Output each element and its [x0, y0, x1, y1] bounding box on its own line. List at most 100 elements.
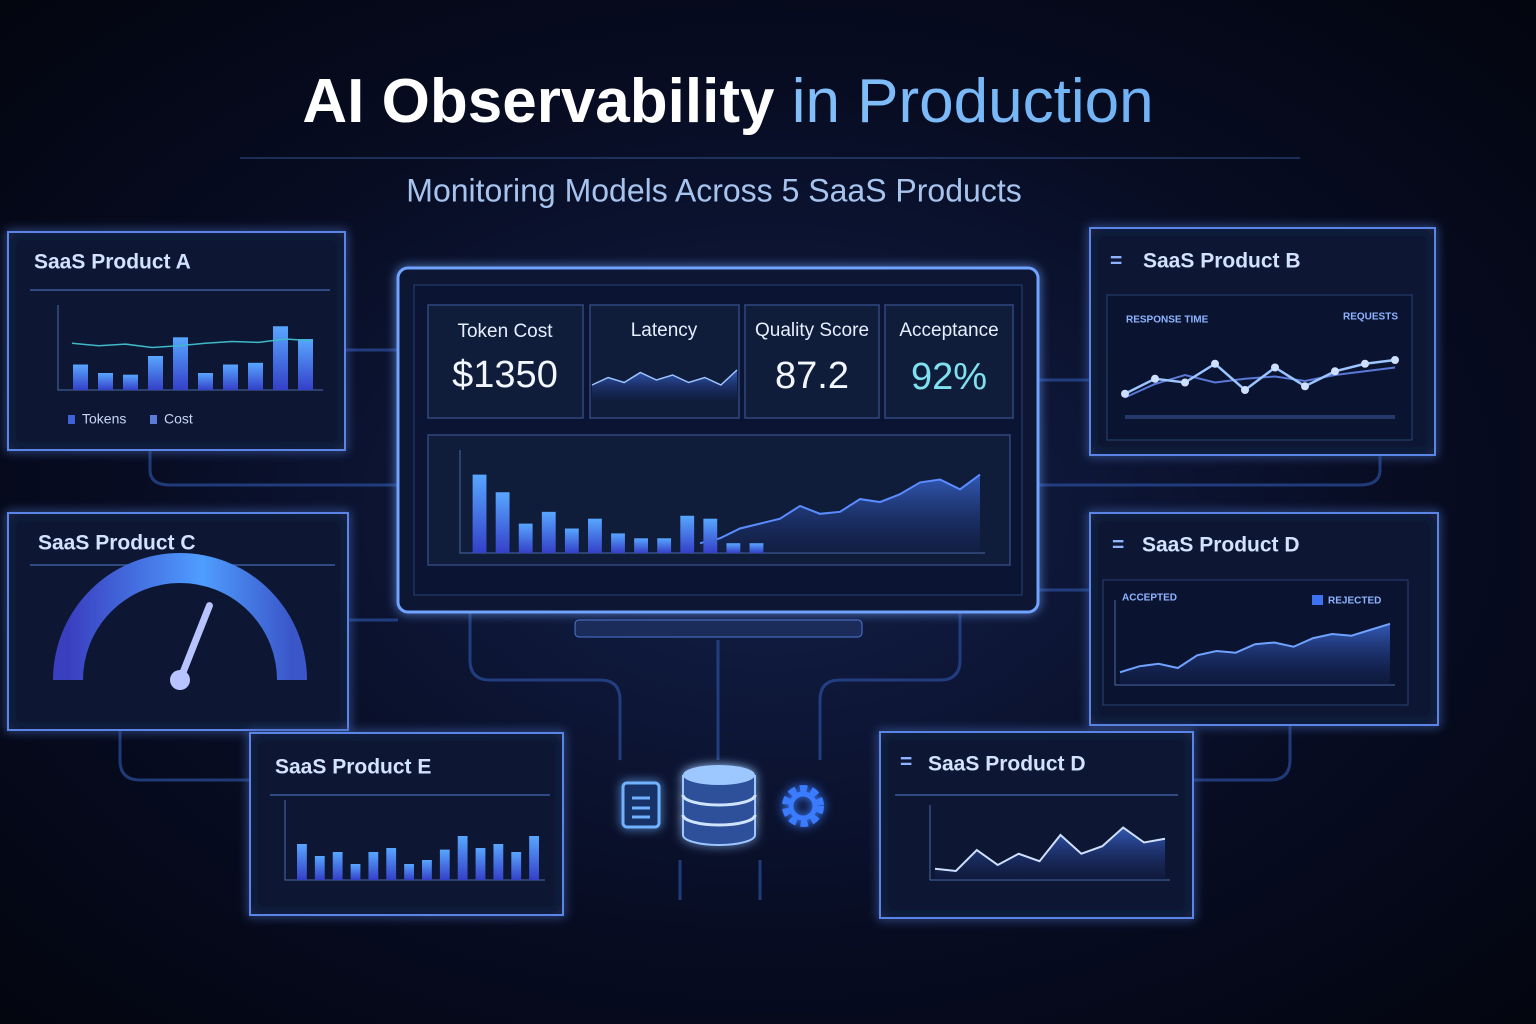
point — [1151, 374, 1159, 383]
bar — [475, 848, 486, 880]
bar — [198, 373, 213, 390]
legend-swatch — [150, 415, 157, 424]
panel-b: = SaaS Product B RESPONSE TIME REQUESTS — [1089, 227, 1436, 456]
hub-icons — [621, 765, 824, 846]
bar — [541, 511, 556, 553]
bar — [680, 515, 695, 553]
bar — [439, 849, 450, 880]
bar — [314, 856, 325, 880]
point — [1301, 382, 1309, 391]
panel-d: = SaaS Product D ACCEPTED REJECTED — [1089, 512, 1439, 726]
panel-e: SaaS Product E — [249, 732, 564, 916]
title: AI Observability in Production — [302, 67, 1153, 136]
area-line — [1119, 622, 1391, 674]
gear-icon — [782, 785, 824, 827]
panel-title: SaaS Product A — [34, 251, 191, 274]
bar — [457, 836, 468, 880]
area — [700, 474, 980, 553]
bar — [749, 543, 764, 553]
bar — [248, 362, 263, 390]
bar — [588, 518, 602, 553]
point — [1271, 363, 1279, 372]
metric-label: Latency — [631, 320, 698, 341]
panel-frame — [879, 731, 1194, 919]
panel-title: SaaS Product C — [38, 532, 196, 555]
title-main: AI Observability — [302, 67, 775, 136]
area — [592, 370, 737, 400]
area — [1120, 623, 1390, 685]
monitor: Token Cost $1350 Latency Quality Score 8… — [396, 266, 1040, 638]
panel-title: SaaS Product E — [275, 756, 431, 779]
database-icon — [681, 765, 757, 846]
point — [1211, 359, 1219, 368]
bar — [297, 844, 307, 880]
bar — [511, 852, 522, 880]
bar — [98, 373, 113, 390]
bar — [332, 852, 343, 880]
circuit-traces — [118, 348, 1382, 900]
panel-title: SaaS Product B — [1143, 250, 1301, 273]
point — [1391, 356, 1399, 364]
line — [1124, 358, 1396, 395]
legend-label: REQUESTS — [1343, 312, 1398, 323]
bar — [148, 356, 163, 390]
bar — [173, 337, 188, 390]
metric-label: Acceptance — [899, 320, 998, 341]
legend-label: Tokens — [82, 411, 126, 427]
panel-frame — [249, 732, 564, 916]
bar — [611, 533, 625, 553]
menu-icon: = — [1112, 534, 1124, 557]
menu-icon: = — [900, 751, 912, 774]
monitor-stand — [574, 619, 863, 638]
bar — [529, 836, 539, 880]
metric-label: Token Cost — [457, 321, 553, 342]
point — [1331, 367, 1339, 376]
bar — [564, 528, 579, 553]
bar — [472, 474, 487, 553]
title-accent: in Production — [792, 67, 1154, 136]
legend-label: RESPONSE TIME — [1126, 315, 1209, 326]
bar — [703, 518, 718, 553]
bar — [518, 523, 533, 553]
bar — [350, 864, 361, 880]
metric-label: Quality Score — [755, 320, 869, 341]
metric-value: $1350 — [452, 354, 558, 396]
area-line — [591, 369, 738, 386]
bar — [493, 844, 504, 880]
area — [935, 827, 1165, 880]
bar — [634, 538, 648, 553]
panel-title: SaaS Product D — [1142, 534, 1300, 557]
bar — [657, 538, 672, 553]
metric-value: 92% — [911, 356, 987, 398]
bar — [273, 326, 288, 390]
bar — [123, 374, 138, 390]
panel-d2: = SaaS Product D — [879, 731, 1194, 919]
metric-box — [744, 304, 880, 419]
bar — [404, 864, 414, 880]
panel-title: SaaS Product D — [928, 753, 1086, 776]
gauge-arc — [53, 553, 307, 681]
panel-a: SaaS Product A Tokens Cost — [7, 231, 346, 451]
metric-box — [427, 304, 584, 419]
menu-icon: = — [1110, 250, 1122, 273]
legend-swatch — [68, 415, 75, 424]
point — [1181, 378, 1189, 387]
area-line — [934, 826, 1166, 873]
bar — [422, 860, 432, 880]
scrollbar — [1125, 415, 1395, 419]
gauge-needle — [176, 602, 213, 684]
point — [1361, 359, 1369, 368]
bar — [223, 364, 238, 390]
bar — [726, 543, 741, 553]
bar — [495, 492, 510, 553]
bar — [298, 339, 313, 390]
panel-c: SaaS Product C — [7, 512, 349, 731]
legend-label: REJECTED — [1328, 596, 1381, 607]
area-line — [699, 473, 981, 545]
point — [1241, 386, 1249, 394]
subtitle: Monitoring Models Across 5 SaaS Products — [406, 172, 1021, 208]
legend-swatch — [1312, 595, 1323, 605]
legend-label: Cost — [164, 411, 193, 427]
